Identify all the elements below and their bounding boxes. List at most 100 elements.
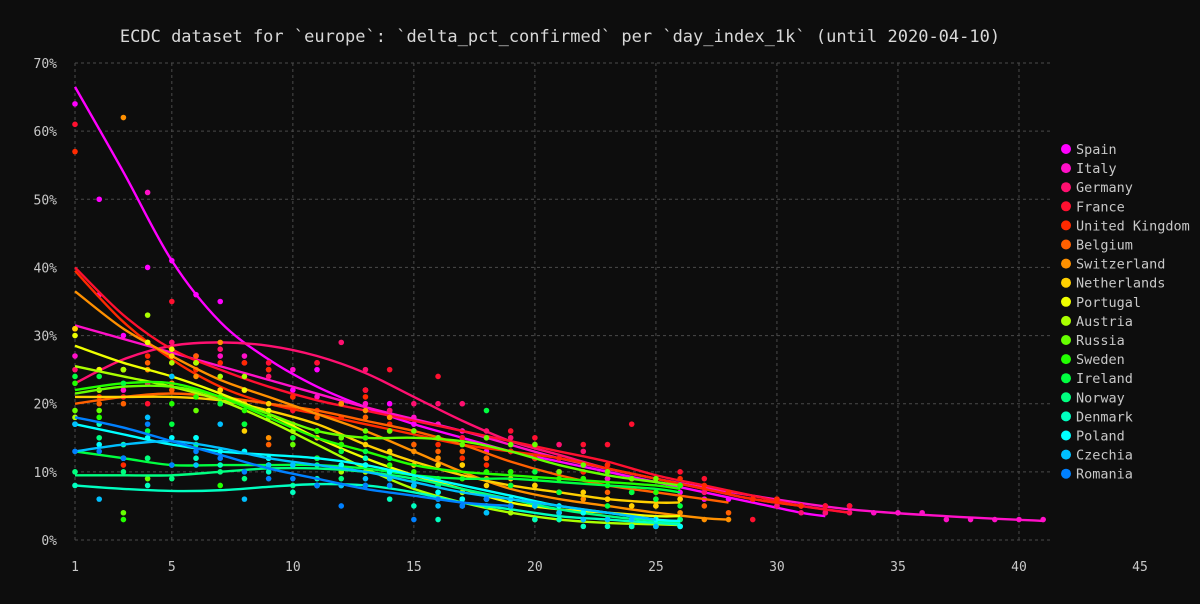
data-point (193, 394, 199, 400)
data-point (72, 121, 78, 128)
legend-marker (1061, 373, 1071, 384)
y-tick-label: 40% (34, 261, 58, 276)
x-tick-label: 35 (890, 560, 906, 575)
data-point (169, 434, 175, 441)
legend-label: Ireland (1076, 371, 1133, 387)
legend-item: Switzerland (1061, 257, 1165, 273)
data-point (96, 407, 103, 414)
legend-label: Portugal (1076, 295, 1141, 311)
legend-label: Russia (1076, 333, 1125, 349)
data-point (338, 339, 345, 346)
data-point (653, 475, 659, 482)
data-point (774, 503, 780, 509)
legend-label: Austria (1076, 314, 1133, 330)
data-point (241, 407, 248, 414)
data-point (290, 489, 296, 496)
data-point (241, 353, 248, 359)
data-point (217, 339, 224, 346)
data-point (628, 421, 635, 427)
data-point (265, 360, 272, 366)
data-point (217, 455, 224, 462)
data-point (362, 475, 369, 482)
data-point (120, 462, 127, 468)
data-point (362, 400, 369, 407)
data-point (507, 482, 514, 489)
data-point (338, 503, 345, 509)
grid (74, 62, 1052, 541)
x-tick-label: 5 (168, 560, 176, 575)
data-point (72, 469, 78, 475)
legend-marker (1061, 258, 1071, 269)
data-point (677, 496, 683, 502)
data-point (217, 360, 224, 366)
fit-line (74, 384, 681, 487)
x-tick-label: 25 (648, 560, 664, 575)
data-point (290, 462, 296, 468)
data-point (774, 496, 780, 502)
legend-marker (1061, 182, 1071, 193)
legend-label: Netherlands (1076, 276, 1165, 292)
data-point (435, 462, 441, 468)
data-point (362, 434, 369, 441)
data-point (217, 298, 224, 305)
data-point (217, 421, 224, 427)
data-point (483, 496, 490, 502)
legend-marker (1061, 430, 1071, 441)
data-point (362, 407, 369, 414)
legend-marker (1061, 277, 1071, 288)
data-point (265, 469, 272, 475)
data-point (144, 414, 151, 421)
legend-item: Poland (1061, 429, 1125, 445)
fit-line (73, 86, 826, 518)
data-point (120, 366, 127, 373)
data-point (290, 394, 296, 400)
data-point (628, 516, 635, 523)
data-point (435, 448, 441, 455)
data-point (459, 503, 466, 509)
data-point (435, 400, 441, 407)
data-point (362, 455, 369, 462)
data-point (677, 475, 683, 482)
legend-marker (1061, 335, 1071, 345)
data-point (580, 523, 587, 530)
data-point (483, 407, 490, 414)
data-point (362, 428, 369, 434)
series-russia (72, 373, 683, 516)
legend-label: Spain (1076, 142, 1117, 158)
data-point (265, 462, 272, 468)
data-point (459, 455, 466, 462)
data-point (265, 434, 272, 441)
data-point (314, 482, 320, 489)
data-point (798, 509, 804, 516)
data-point (314, 366, 320, 373)
legend-label: Sweden (1076, 352, 1125, 368)
data-point (628, 503, 635, 509)
data-point (120, 516, 127, 523)
data-point (459, 448, 466, 455)
data-point (653, 503, 659, 509)
data-point (169, 400, 175, 407)
data-point (120, 332, 127, 339)
data-point (120, 380, 127, 387)
data-point (72, 373, 78, 380)
y-tick-label: 70% (34, 57, 58, 72)
data-point (217, 387, 224, 393)
legend-item: Sweden (1061, 352, 1125, 368)
data-point (386, 428, 393, 434)
series-spain (72, 86, 829, 518)
data-point (241, 373, 248, 380)
data-point (604, 441, 611, 448)
data-point (193, 353, 199, 359)
data-point (120, 455, 127, 462)
data-point (459, 400, 466, 407)
data-point (411, 503, 417, 509)
data-point (362, 394, 369, 400)
data-point (241, 421, 248, 427)
data-point (677, 482, 683, 489)
data-point (144, 339, 151, 346)
data-point (362, 448, 369, 455)
legend-label: Norway (1076, 390, 1125, 406)
data-point (265, 475, 272, 482)
